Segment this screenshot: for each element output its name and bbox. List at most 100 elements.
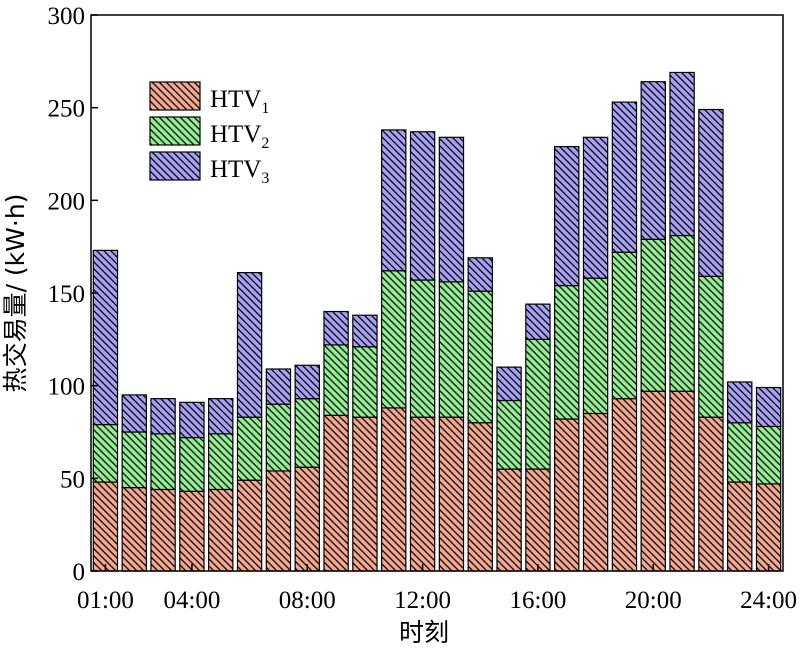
legend-swatch [149,81,201,111]
bar-htv2-2100 [669,234,695,392]
legend-item-htv2: HTV2 [149,116,269,152]
y-tick-label: 0 [73,559,86,586]
bar-htv3-0700 [265,368,292,405]
bar-htv2-2200 [698,275,724,418]
bar-htv1-1200 [409,416,436,572]
bar-htv3-0600 [236,272,263,418]
x-tick-label: 20:00 [625,587,682,614]
y-tick-label: 100 [48,374,86,401]
tick-labels-layer: 0 50 100 150 200 250 300 01:00 04:00 08:00 12:00 16… [48,3,798,614]
bar-htv3-1600 [525,303,551,340]
bar-htv2-1400 [467,290,493,424]
y-axis-title: 热交易量/ (kW·h) [1,194,30,393]
bar-htv2-2400 [755,425,782,485]
bar-htv1-0700 [265,470,292,572]
legend: HTV1 HTV2 HTV3 [149,81,269,187]
legend-label: HTV3 [210,156,269,187]
x-tick-label: 08:00 [279,587,336,614]
bar-htv2-1000 [352,346,378,418]
legend-label: HTV2 [210,121,269,152]
bar-htv2-1300 [438,281,465,418]
bar-htv2-0500 [208,433,234,491]
bar-htv2-0100 [92,423,119,483]
bar-htv2-1100 [381,270,407,409]
bar-htv2-2300 [727,422,753,483]
bar-htv3-0500 [208,398,234,435]
bar-htv2-1900 [611,251,638,400]
bar-htv3-1100 [381,129,407,272]
x-axis-title: 时刻 [399,618,449,647]
x-tick-label: 16:00 [509,587,566,614]
bar-htv1-0400 [179,490,205,572]
legend-swatch [149,116,201,146]
bar-htv3-2000 [640,81,666,240]
bar-htv1-0500 [208,488,234,572]
bar-htv1-2000 [640,390,666,572]
legend-swatch [149,151,201,181]
bar-htv1-0200 [121,487,147,572]
bar-htv1-2300 [727,481,753,572]
bar-htv1-1000 [352,416,378,572]
bar-htv3-2400 [755,386,782,428]
x-tick-label: 04:00 [163,587,220,614]
bar-htv2-2000 [640,238,666,392]
bar-htv1-2200 [698,416,724,572]
bar-htv1-0600 [236,479,263,572]
bar-htv1-1300 [438,416,465,572]
bars-layer [92,71,782,572]
bar-htv2-0200 [121,431,147,489]
bar-htv3-1900 [611,101,638,253]
bar-htv1-2100 [669,390,695,572]
bar-htv1-0900 [323,414,349,572]
bar-htv1-1600 [525,468,551,572]
x-tick-label: 24:00 [740,587,797,614]
x-tick-label: 01:00 [77,587,134,614]
bar-htv3-1800 [582,136,609,279]
bar-htv3-1400 [467,257,493,292]
bar-htv2-1200 [409,279,436,418]
bar-htv3-1500 [496,366,522,402]
bar-htv2-0300 [150,433,176,491]
bar-htv3-2300 [727,381,753,424]
bar-htv1-0300 [150,488,176,572]
bar-htv3-0800 [294,364,320,400]
bar-htv2-1500 [496,399,522,470]
bar-htv2-0400 [179,436,205,492]
y-tick-label: 150 [48,281,86,308]
y-tick-label: 300 [48,3,86,30]
legend-item-htv3: HTV3 [149,151,269,187]
bar-htv3-0900 [323,310,349,346]
bar-htv2-0600 [236,416,263,481]
bar-htv2-0900 [323,344,349,416]
bar-htv1-1900 [611,398,638,572]
bar-htv1-1800 [582,412,609,572]
legend-item-htv1: HTV1 [149,81,269,117]
bar-htv1-1700 [554,418,580,572]
bar-htv3-2100 [669,71,695,237]
bar-htv3-0300 [150,398,176,435]
bar-htv3-0100 [92,249,119,426]
bar-htv3-1000 [352,314,378,348]
bar-htv2-1800 [582,277,609,415]
y-tick-label: 50 [60,466,85,493]
bar-htv1-1500 [496,468,522,572]
bar-htv2-0800 [294,398,320,468]
bar-htv1-1100 [381,407,407,572]
bar-htv2-1600 [525,338,551,470]
y-tick-label: 250 [48,96,86,123]
bar-htv1-0800 [294,466,320,572]
bar-htv2-0700 [265,403,292,472]
bar-htv1-0100 [92,481,119,572]
bar-htv3-1300 [438,136,465,283]
y-tick-label: 200 [48,188,86,215]
bar-htv3-0400 [179,401,205,439]
bar-htv3-1200 [409,131,436,281]
bar-htv3-2200 [698,108,724,277]
legend-label: HTV1 [210,86,269,117]
bar-htv3-1700 [554,145,580,287]
bar-htv2-1700 [554,284,580,420]
axes-layer [90,14,784,572]
bar-htv1-1400 [467,422,493,572]
x-tick-label: 12:00 [394,587,451,614]
